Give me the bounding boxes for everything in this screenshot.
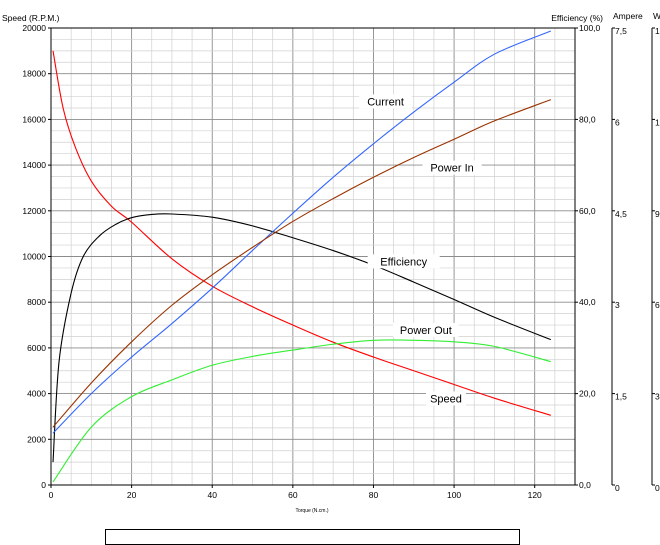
x-tick-label: 0 [49, 490, 54, 500]
series-line-speed [52, 50, 551, 416]
annotation-efficiency: Efficiency [380, 256, 427, 268]
annotation-power-out: Power Out [400, 325, 452, 337]
power-tick-label: 3 [655, 392, 660, 402]
annotation-background [422, 160, 482, 175]
speed-tick-label: 10000 [22, 252, 46, 262]
speed-axis-title: Speed (R.P.M.) [2, 13, 60, 23]
series-line-efficiency [52, 213, 552, 463]
efficiency-tick-label: 80,0 [579, 114, 596, 124]
series-line-power-out [52, 339, 551, 483]
annotation-background [426, 391, 467, 406]
x-tick-label: 100 [447, 490, 461, 500]
legend-box [105, 529, 520, 545]
speed-tick-label: 16000 [22, 114, 46, 124]
annotation-current: Current [367, 96, 404, 108]
current-tick-label: 4,5 [615, 209, 627, 219]
speed-tick-label: 6000 [27, 343, 46, 353]
series-line-power-in [52, 99, 552, 428]
x-axis-title: Torque (N.cm.) [295, 508, 328, 514]
current-tick-label: 6 [615, 117, 620, 127]
power-tick-label: 6 [655, 300, 660, 310]
power-tick-label: 9 [655, 209, 660, 219]
efficiency-tick-label: 20,0 [579, 389, 596, 399]
series-line-current [52, 30, 552, 434]
power-tick-label: 12 [655, 117, 660, 127]
x-tick-label: 40 [207, 490, 217, 500]
speed-tick-label: 18000 [22, 69, 46, 79]
efficiency-axis-title: Efficiency (%) [551, 13, 603, 23]
speed-tick-label: 4000 [27, 389, 46, 399]
speed-tick-label: 2000 [27, 434, 46, 444]
annotation-background [393, 322, 459, 337]
speed-tick-label: 14000 [22, 160, 46, 170]
power-axis-title: W [653, 11, 660, 21]
speed-tick-label: 20000 [22, 23, 46, 33]
x-tick-label: 80 [369, 490, 379, 500]
axis-ticks: 0200040006000800010000120001400016000180… [22, 23, 660, 500]
efficiency-tick-label: 0,0 [579, 480, 591, 490]
power-tick-label: 0 [655, 483, 660, 493]
efficiency-tick-label: 100,0 [579, 23, 601, 33]
current-tick-label: 7,5 [615, 26, 627, 36]
current-tick-label: 0 [615, 483, 620, 493]
x-tick-label: 120 [528, 490, 542, 500]
curve-annotations: Current Power In Efficiency Power Out Speed [359, 94, 482, 406]
current-axis-title: Ampere [613, 11, 643, 21]
speed-tick-label: 12000 [22, 206, 46, 216]
annotation-background [367, 254, 440, 269]
efficiency-tick-label: 60,0 [579, 206, 596, 216]
current-tick-label: 3 [615, 300, 620, 310]
series-lines [52, 30, 552, 483]
speed-tick-label: 8000 [27, 297, 46, 307]
x-tick-label: 20 [127, 490, 137, 500]
speed-tick-label: 0 [41, 480, 46, 490]
annotation-power-in: Power In [430, 163, 473, 175]
annotation-speed: Speed [430, 393, 462, 405]
efficiency-tick-label: 40,0 [579, 297, 596, 307]
plot-grid [51, 28, 575, 485]
current-tick-label: 1,5 [615, 392, 627, 402]
power-tick-label: 15 [655, 26, 660, 36]
x-tick-label: 60 [288, 490, 298, 500]
annotation-background [359, 94, 412, 109]
